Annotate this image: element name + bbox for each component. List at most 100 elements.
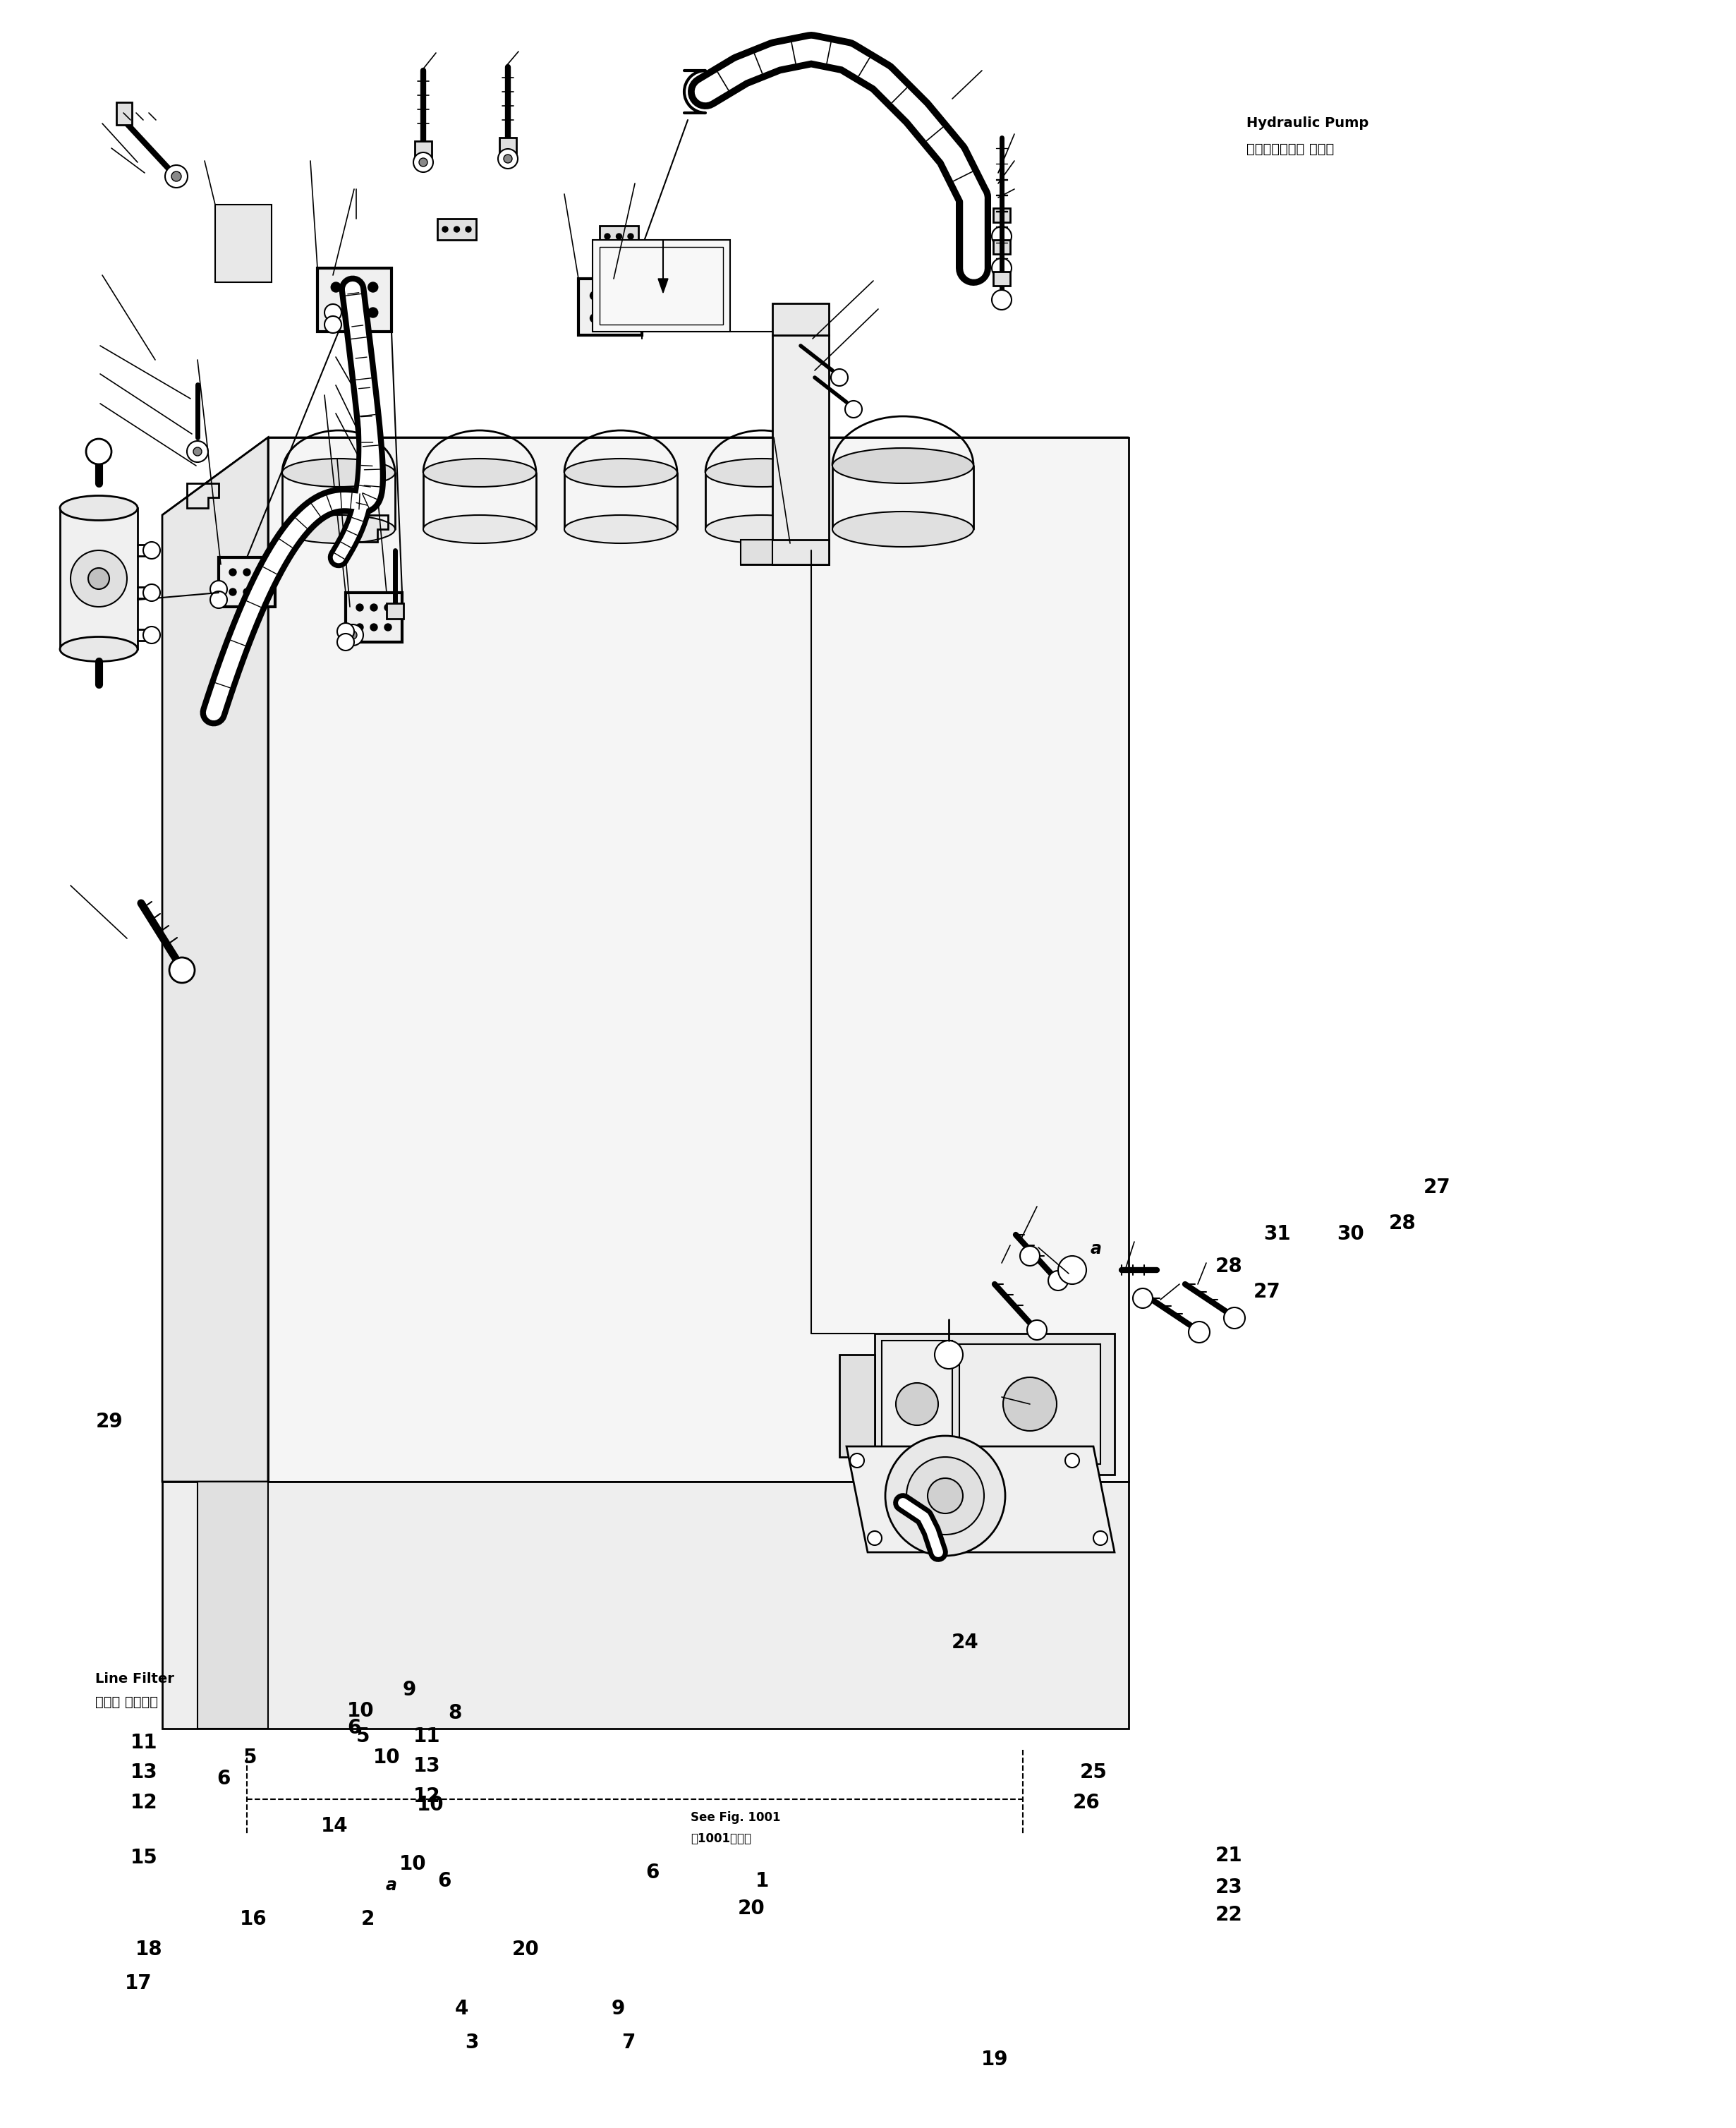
Text: 17: 17 bbox=[125, 1973, 153, 1994]
Circle shape bbox=[465, 226, 470, 232]
Circle shape bbox=[934, 1341, 963, 1368]
Circle shape bbox=[384, 624, 392, 630]
Circle shape bbox=[87, 438, 111, 464]
Ellipse shape bbox=[283, 460, 396, 487]
Text: 9: 9 bbox=[403, 1679, 417, 1700]
Circle shape bbox=[187, 440, 208, 462]
Text: 7: 7 bbox=[621, 2032, 635, 2054]
Text: 第1001図参照: 第1001図参照 bbox=[691, 1832, 752, 1845]
Text: See Fig. 1001: See Fig. 1001 bbox=[691, 1811, 781, 1824]
Circle shape bbox=[172, 172, 181, 181]
Circle shape bbox=[413, 153, 432, 172]
Polygon shape bbox=[198, 1481, 267, 1728]
Text: ハイドロリック ポンプ: ハイドロリック ポンプ bbox=[1246, 143, 1333, 155]
Bar bbox=[993, 240, 1010, 253]
Bar bbox=[599, 226, 639, 247]
Ellipse shape bbox=[61, 636, 137, 662]
Text: 21: 21 bbox=[1215, 1845, 1243, 1866]
Circle shape bbox=[142, 626, 160, 643]
Circle shape bbox=[243, 589, 250, 596]
Polygon shape bbox=[741, 541, 828, 564]
Circle shape bbox=[503, 155, 512, 164]
Circle shape bbox=[1049, 1270, 1068, 1290]
Circle shape bbox=[1021, 1247, 1040, 1266]
Bar bbox=[387, 602, 403, 619]
Circle shape bbox=[358, 481, 377, 500]
Circle shape bbox=[991, 226, 1012, 247]
Circle shape bbox=[1189, 1321, 1210, 1343]
Polygon shape bbox=[267, 438, 1128, 1481]
Circle shape bbox=[1059, 1256, 1087, 1283]
Circle shape bbox=[606, 292, 615, 300]
Ellipse shape bbox=[424, 460, 536, 487]
Bar bbox=[993, 272, 1010, 285]
Polygon shape bbox=[161, 1481, 1128, 1728]
Circle shape bbox=[896, 1383, 937, 1426]
Text: 23: 23 bbox=[1215, 1877, 1243, 1898]
Bar bbox=[592, 240, 731, 332]
Bar bbox=[960, 1345, 1101, 1464]
Circle shape bbox=[370, 604, 377, 611]
Circle shape bbox=[384, 604, 392, 611]
Text: 27: 27 bbox=[1253, 1281, 1281, 1302]
Circle shape bbox=[370, 624, 377, 630]
Circle shape bbox=[210, 581, 227, 598]
Text: 14: 14 bbox=[321, 1815, 349, 1836]
Circle shape bbox=[991, 257, 1012, 279]
Text: 8: 8 bbox=[448, 1702, 462, 1724]
Ellipse shape bbox=[832, 511, 974, 547]
Circle shape bbox=[337, 624, 354, 641]
Bar bbox=[318, 268, 392, 332]
Circle shape bbox=[368, 283, 378, 292]
Circle shape bbox=[368, 309, 378, 317]
Text: 12: 12 bbox=[130, 1792, 158, 1813]
Circle shape bbox=[1066, 1453, 1080, 1468]
Text: 16: 16 bbox=[240, 1909, 267, 1930]
Circle shape bbox=[349, 630, 358, 638]
Circle shape bbox=[325, 304, 342, 321]
Text: 6: 6 bbox=[646, 1862, 660, 1883]
Text: 30: 30 bbox=[1337, 1224, 1364, 1245]
Ellipse shape bbox=[283, 515, 396, 543]
Circle shape bbox=[210, 592, 227, 609]
Polygon shape bbox=[741, 541, 773, 564]
Ellipse shape bbox=[832, 449, 974, 483]
Circle shape bbox=[885, 1436, 1005, 1556]
Ellipse shape bbox=[705, 515, 818, 543]
Bar bbox=[599, 247, 722, 326]
Text: a: a bbox=[1090, 1241, 1102, 1258]
Bar bbox=[578, 279, 642, 334]
Circle shape bbox=[590, 292, 599, 300]
Text: 6: 6 bbox=[437, 1871, 451, 1892]
Text: 29: 29 bbox=[95, 1411, 123, 1432]
Circle shape bbox=[851, 1453, 865, 1468]
Circle shape bbox=[1094, 1530, 1108, 1545]
Bar bbox=[415, 140, 432, 157]
Text: 20: 20 bbox=[512, 1939, 540, 1960]
Circle shape bbox=[906, 1458, 984, 1534]
Circle shape bbox=[621, 292, 630, 300]
Text: 18: 18 bbox=[135, 1939, 163, 1960]
Circle shape bbox=[165, 166, 187, 187]
Polygon shape bbox=[773, 334, 828, 564]
Circle shape bbox=[142, 543, 160, 560]
Ellipse shape bbox=[424, 515, 536, 543]
Bar bbox=[116, 102, 132, 126]
Text: 9: 9 bbox=[611, 1998, 625, 2019]
Circle shape bbox=[363, 487, 370, 494]
Text: 10: 10 bbox=[399, 1853, 427, 1875]
Circle shape bbox=[845, 400, 863, 417]
Bar bbox=[215, 204, 271, 283]
Text: 28: 28 bbox=[1215, 1256, 1243, 1277]
Polygon shape bbox=[773, 304, 828, 334]
Ellipse shape bbox=[564, 460, 677, 487]
Bar bbox=[345, 594, 403, 643]
Text: 3: 3 bbox=[465, 2032, 479, 2054]
Text: 11: 11 bbox=[130, 1732, 158, 1753]
Circle shape bbox=[257, 589, 264, 596]
Circle shape bbox=[927, 1479, 963, 1513]
Text: 12: 12 bbox=[413, 1785, 441, 1807]
Text: 11: 11 bbox=[413, 1726, 441, 1747]
Circle shape bbox=[1003, 1377, 1057, 1430]
Circle shape bbox=[418, 157, 427, 166]
